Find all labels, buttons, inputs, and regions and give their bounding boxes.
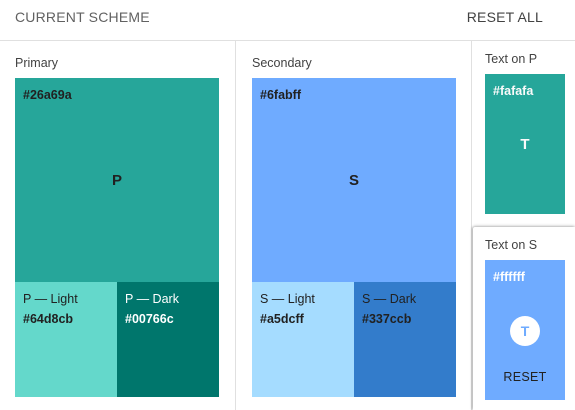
secondary-swatch[interactable]: #6fabff S xyxy=(252,78,456,282)
secondary-letter: S xyxy=(348,172,359,189)
primary-hex: #26a69a xyxy=(23,88,72,102)
text-on-p-card: Text on P #fafafa T xyxy=(472,41,575,225)
secondary-dark-label: S — Dark xyxy=(362,292,417,306)
secondary-light-swatch[interactable]: S — Light #a5dcff xyxy=(252,282,354,397)
text-on-s-letter-circle: T xyxy=(510,316,540,346)
column-divider xyxy=(235,41,236,410)
text-on-p-swatch[interactable]: #fafafa T xyxy=(485,74,565,214)
primary-letter: P xyxy=(111,172,122,189)
page-title: CURRENT SCHEME xyxy=(15,9,150,25)
secondary-dark-hex: #337ccb xyxy=(362,312,412,326)
secondary-dark-swatch[interactable]: S — Dark #337ccb xyxy=(354,282,456,397)
primary-dark-hex: #00766c xyxy=(125,312,174,326)
primary-label: Primary xyxy=(15,56,59,70)
text-on-s-card: Text on S #ffffff T RESET xyxy=(473,227,575,410)
primary-dark-label: P — Dark xyxy=(125,292,179,306)
text-on-p-label: Text on P xyxy=(485,52,538,66)
text-on-s-letter: T xyxy=(520,323,530,339)
text-on-p-letter: T xyxy=(520,136,530,153)
reset-all-button[interactable]: RESET ALL xyxy=(466,9,543,25)
primary-dark-swatch[interactable]: P — Dark #00766c xyxy=(117,282,219,397)
primary-light-swatch[interactable]: P — Light #64d8cb xyxy=(15,282,117,397)
text-on-s-label: Text on S xyxy=(485,238,538,252)
app-header: CURRENT SCHEME RESET ALL xyxy=(0,0,575,41)
text-on-p-hex: #fafafa xyxy=(493,84,534,98)
secondary-light-label: S — Light xyxy=(260,292,315,306)
secondary-light-hex: #a5dcff xyxy=(260,312,304,326)
column-divider xyxy=(471,41,472,410)
secondary-hex: #6fabff xyxy=(260,88,301,102)
primary-light-hex: #64d8cb xyxy=(23,312,74,326)
text-on-s-swatch[interactable]: #ffffff T RESET xyxy=(485,260,565,400)
reset-button[interactable]: RESET xyxy=(503,370,547,384)
primary-swatch[interactable]: #26a69a P xyxy=(15,78,219,282)
text-on-s-hex: #ffffff xyxy=(493,270,525,284)
primary-light-label: P — Light xyxy=(23,292,78,306)
secondary-label: Secondary xyxy=(252,56,312,70)
